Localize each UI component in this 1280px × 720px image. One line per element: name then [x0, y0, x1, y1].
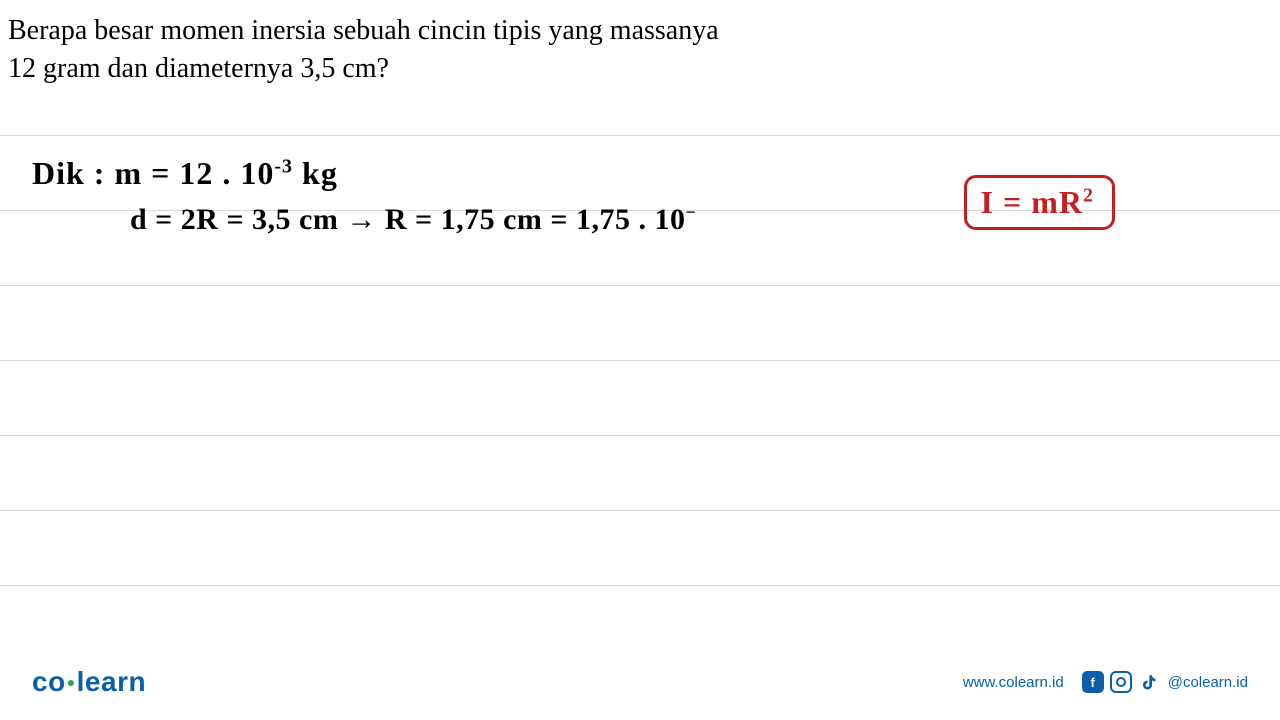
handwriting-line-2: d = 2R = 3,5 cm → R = 1,75 cm = 1,75 . 1… — [130, 202, 696, 237]
footer: co●learn www.colearn.id f @colearn.id — [0, 662, 1280, 702]
handwriting-line-1: Dik : m = 12 . 10-3 kg — [32, 155, 338, 192]
rule-line — [0, 585, 1280, 586]
rule-line — [0, 435, 1280, 436]
hw1-suffix: kg — [293, 155, 338, 191]
formula-sup: 2 — [1083, 184, 1094, 206]
formula-box: I = mR2 — [964, 175, 1115, 230]
facebook-icon: f — [1082, 671, 1104, 693]
question-text: Berapa besar momen inersia sebuah cincin… — [8, 12, 719, 88]
website-url: www.colearn.id — [963, 674, 1064, 691]
logo: co●learn — [32, 666, 146, 698]
logo-learn: learn — [77, 666, 146, 697]
question-line1: Berapa besar momen inersia sebuah cincin… — [8, 15, 719, 46]
rule-line — [0, 360, 1280, 361]
hw2-text: d = 2R = 3,5 cm → R = 1,75 cm = 1,75 . 1… — [130, 203, 686, 236]
social-icons: f @colearn.id — [1082, 671, 1248, 693]
hw2-sup: − — [686, 202, 697, 222]
hw1-sup: -3 — [274, 155, 293, 177]
tiktok-icon — [1138, 671, 1160, 693]
rule-line — [0, 135, 1280, 136]
rule-line — [0, 285, 1280, 286]
logo-dot-icon: ● — [67, 674, 76, 690]
question-line2: 12 gram dan diameternya 3,5 cm? — [8, 53, 389, 84]
logo-co: co — [32, 666, 66, 697]
social-handle: @colearn.id — [1168, 674, 1248, 691]
formula-text: I = mR2 — [981, 184, 1094, 220]
instagram-inner-icon — [1116, 677, 1126, 687]
instagram-icon — [1110, 671, 1132, 693]
footer-right: www.colearn.id f @colearn.id — [963, 671, 1248, 693]
hw1-prefix: Dik : m = 12 . 10 — [32, 155, 274, 191]
formula-prefix: I = mR — [981, 184, 1083, 220]
rule-line — [0, 510, 1280, 511]
